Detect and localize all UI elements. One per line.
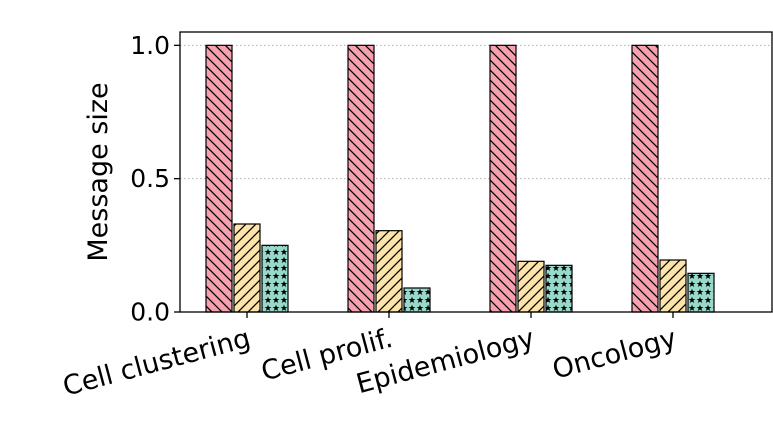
bar-series-1-epidemiology [489, 44, 517, 313]
x-tick-label: Cell clustering [60, 323, 254, 403]
bars [205, 44, 715, 313]
bar-series-1-oncology [631, 44, 659, 313]
y-tick-label: 0.0 [130, 298, 170, 327]
y-tick-label: 0.5 [130, 164, 170, 193]
bar-series-2-epidemiology [517, 260, 545, 313]
bar-series-2-cell-prolif [375, 230, 403, 313]
bar-series-1-cell-prolif [347, 44, 375, 313]
y-axis: 0.0 0.5 1.0 [130, 31, 180, 327]
bar-series-3-epidemiology [545, 264, 573, 313]
bar-series-3-oncology [687, 272, 715, 313]
y-tick-label: 1.0 [130, 31, 170, 60]
y-axis-title: Message size [83, 82, 114, 261]
plot-frame [179, 31, 773, 313]
bar-series-1-cell-clustering [205, 44, 233, 313]
bar-series-2-cell-clustering [233, 223, 261, 313]
x-tick-label: Oncology [549, 323, 680, 386]
bar-series-3-cell-clustering [261, 244, 289, 313]
bar-series-3-cell-prolif [403, 287, 431, 313]
bar-series-2-oncology [659, 259, 687, 313]
